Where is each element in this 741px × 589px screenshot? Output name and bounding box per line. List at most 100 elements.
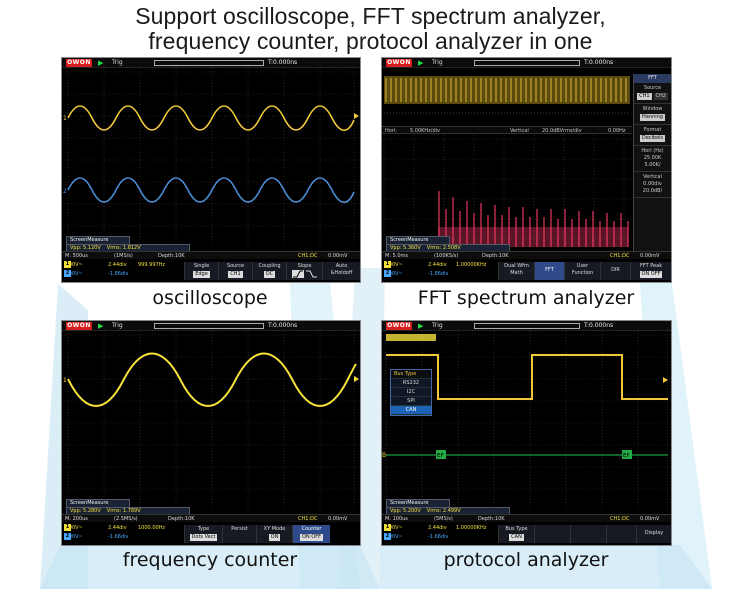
trigger-level-marker (354, 113, 359, 119)
can-frame-marker-1 (436, 450, 446, 459)
ch2-position: -1.66div (428, 271, 449, 277)
ch2-status: 2 2.00V~ -1.66div (382, 533, 671, 542)
ch1-frequency: 1.00000KHz (456, 525, 487, 531)
fft-spectrum-area (382, 135, 632, 249)
ch1-scale: 2.00V~ (384, 525, 403, 531)
ch1-status: 1 2.00V~ 2.44div 1.00000KHz (382, 261, 671, 270)
menu-source[interactable]: Source CH1 (218, 262, 252, 280)
memory-window (154, 323, 264, 329)
ch2-waveform (67, 177, 355, 204)
menu-auto-holdoff[interactable]: Auto &Holdoff (322, 262, 360, 280)
menu-single[interactable]: Single Edge (184, 262, 218, 280)
trigger-status: Trig (112, 322, 123, 329)
ch2-scale: 2.00V~ (64, 271, 83, 277)
trigger-level: 0.00mV (640, 253, 660, 259)
grid (382, 331, 671, 511)
menu-type[interactable]: Type Dots Vect (184, 525, 222, 543)
vpp-value: Vpp: 5.280V (70, 508, 101, 514)
menu-counter[interactable]: Counter ON OFF (292, 525, 330, 543)
fft-harmonics (438, 191, 629, 247)
ch1-status: 1 2.00V~ 2.44div 999.997Hz (62, 261, 360, 270)
ch2-status: 2 2.00V~ -1.66div (382, 270, 671, 279)
menu-slope[interactable]: Slope (286, 262, 322, 280)
menu-dual-wfm[interactable]: Dual Wfm Math (498, 262, 534, 280)
bus-option-can[interactable]: CAN (391, 406, 431, 415)
headline-line-2: frequency counter, protocol analyzer in … (148, 28, 593, 54)
oscilloscope-screen: OWON ▶ Trig T:0.000ns 1 2 ScreenMeasure … (62, 58, 360, 282)
fft-format-option[interactable]: Format Decibels (634, 125, 671, 146)
bus-option-spi[interactable]: SPI (391, 397, 431, 406)
ch2-tag: 2 (384, 270, 391, 277)
fft-info-bar: Hori: 5.00KHz/div Vertical 20.0dBVrms/di… (382, 126, 632, 134)
measure-title: ScreenMeasure (70, 237, 109, 243)
run-icon[interactable]: ▶ (98, 59, 104, 67)
run-icon[interactable]: ▶ (418, 322, 424, 330)
menu-user-function[interactable]: User Function (564, 262, 600, 280)
ch1-scale: 2.00V~ (64, 525, 83, 531)
waveform-svg: 1 (62, 331, 360, 511)
ch2-scale: 2.00V~ (384, 534, 403, 540)
menu-xy-mode[interactable]: XY Mode ON (256, 525, 292, 543)
fft-screen: OWON ▶ Trig T:0.000ns Hori: 5.00KHz/div … (382, 58, 671, 282)
caption-protocol-analyzer: protocol analyzer (443, 549, 609, 571)
time-position: T:0.000ns (268, 322, 298, 329)
compressed-waveform-svg (384, 76, 630, 114)
trigger-info: CH1:DC (298, 516, 318, 522)
memory-window (474, 60, 580, 66)
ch1-scale: 2.00V~ (64, 262, 83, 268)
noise-floor (438, 227, 628, 247)
ch2-marker: 2 (63, 188, 67, 195)
trigger-level: 0.00mV (640, 516, 660, 522)
trigger-status: Trig (432, 59, 443, 66)
memory-depth: Depth:10K (158, 253, 185, 259)
fft-menu-title: FFT (634, 74, 671, 83)
trigger-status: Trig (112, 59, 123, 66)
bus-option-rs232[interactable]: RS232 (391, 379, 431, 388)
ch1-tag: 1 (384, 261, 391, 268)
trigger-status: Trig (432, 322, 443, 329)
fft-hori-value: 5.00KHz/div (410, 128, 441, 134)
can-frame-label-1: EF (437, 453, 444, 459)
bus-option-i2c[interactable]: I2C (391, 388, 431, 397)
vrms-value: Vrms: 1.812V (106, 245, 141, 251)
menu-persist-color[interactable]: Persist (222, 525, 256, 543)
trigger-info: CH1:DC (298, 253, 318, 259)
fft-window-option[interactable]: Window Hanning (634, 104, 671, 125)
fft-center-freq: 0.00Hz (608, 128, 626, 134)
time-position: T:0.000ns (584, 59, 614, 66)
headline-line-1: Support oscilloscope, FFT spectrum analy… (135, 3, 606, 29)
menu-bus-type[interactable]: Bus Type CAN (498, 525, 534, 543)
ch2-status: 2 2.00V~ -1.66div (62, 533, 360, 542)
slope-rising-icon (291, 270, 317, 278)
menu-display[interactable]: Display (636, 525, 671, 543)
fft-hori-option[interactable]: Hori (Hz) 25.00K 5.00K/ (634, 146, 671, 172)
ch1-marker: 1 (63, 377, 67, 384)
timebase-bar: M: 500us (1MS/s) Depth:10K CH1:DC 0.00mV (62, 251, 360, 259)
ch2-position: -1.66div (108, 534, 129, 540)
ch2-position: -1.66div (108, 271, 129, 277)
memory-window (474, 323, 580, 329)
caption-oscilloscope: oscilloscope (152, 287, 268, 309)
fft-source-option[interactable]: Source CH1 CH2 (634, 83, 671, 104)
run-icon[interactable]: ▶ (98, 322, 104, 330)
status-bar: OWON ▶ Trig T:0.000ns (382, 58, 671, 68)
memory-depth: Depth:10K (478, 516, 505, 522)
owon-logo: OWON (66, 322, 92, 330)
menu-dir[interactable]: DIR (600, 262, 630, 280)
timebase-bar: M: 200us (2.5MS/s) Depth:10K CH1:DC 0.00… (62, 514, 360, 522)
menu-fft[interactable]: FFT (534, 262, 564, 280)
sample-rate: (1MS/s) (114, 253, 133, 259)
waveform-area: 1 2 (62, 68, 360, 248)
menu-coupling[interactable]: Coupling DC (252, 262, 286, 280)
owon-logo: OWON (386, 322, 412, 330)
status-bar: OWON ▶ Trig T:0.000ns (62, 58, 360, 68)
run-icon[interactable]: ▶ (418, 59, 424, 67)
waveform-svg: EF EF B (382, 331, 671, 511)
menu-fft-peak[interactable]: FFT Peak ON OFF (630, 262, 671, 280)
fft-side-menu: FFT Source CH1 CH2 Window Hanning Format Dec… (633, 74, 671, 251)
memory-window (154, 60, 264, 66)
ch2-tag: 2 (64, 270, 71, 277)
fft-vertical-option[interactable]: Vertical 0.00div 20.0dB/ (634, 172, 671, 198)
waveform-area: EF EF B (382, 331, 671, 511)
vrms-value: Vrms: 1.789V (106, 508, 141, 514)
